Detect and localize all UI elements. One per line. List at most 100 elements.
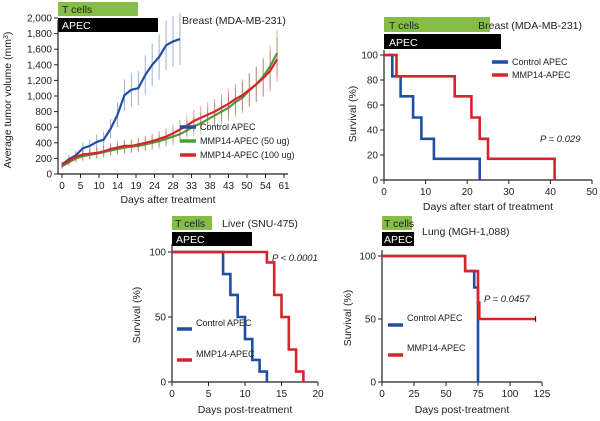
chart-title: Lung (MGH-1,088): [422, 226, 510, 238]
legend-label-control: Control APEC: [196, 318, 252, 328]
p-value: P = 0.0457: [484, 294, 531, 305]
p-value: P < 0.0001: [272, 253, 318, 264]
apec-band: [382, 232, 414, 246]
x-ticks: 0 5 10 14 19 24 28 33 38 43 50 54 61: [59, 174, 290, 192]
panel-tumor-volume: T cells APEC Breast (MDA-MB-231) 0 200 400…: [2, 2, 295, 206]
y-tick-label: 2,000: [27, 14, 52, 25]
series-line-0: [384, 53, 481, 180]
legend-label-mmp14: MMP14-APEC: [196, 349, 255, 359]
x-tick-label: 54: [260, 181, 272, 192]
apec-band: [384, 34, 501, 49]
x-tick-label: 25: [408, 389, 420, 400]
tcells-band: [382, 216, 412, 230]
chart-title: Liver (SNU-475): [222, 218, 298, 230]
legend-label-100ug: MMP14-APEC (100 ug): [200, 150, 295, 160]
x-tick-label: 5: [78, 181, 84, 192]
apec-band-label: APEC: [62, 20, 91, 32]
x-tick-label: 40: [545, 187, 557, 198]
p-value: P = 0.029: [540, 134, 581, 145]
y-ticks: 0 20 40 60 80 100: [361, 51, 384, 187]
x-tick-label: 100: [502, 389, 519, 400]
apec-band-label: APEC: [384, 234, 413, 246]
legend: Control APEC MMP14-APEC: [492, 57, 571, 80]
x-tick-label: 10: [239, 389, 251, 400]
panel-liver-survival: T cells APEC Liver (SNU-475) 0 50 100 0 5 10…: [131, 216, 324, 416]
y-tick-label: 60: [367, 101, 379, 112]
x-tick-label: 28: [167, 181, 179, 192]
series-line-1: [384, 53, 556, 180]
y-tick-label: 1,600: [27, 45, 52, 56]
x-tick-label: 50: [440, 389, 452, 400]
x-tick-label: 0: [379, 389, 385, 400]
y-tick-label: 0: [46, 170, 52, 181]
x-tick-label: 14: [112, 181, 124, 192]
series-line-2: [61, 58, 279, 167]
x-axis-label: Days post-treatment: [198, 404, 293, 416]
x-tick-label: 10: [420, 187, 432, 198]
y-axis-label: Survival (%): [347, 86, 359, 143]
y-tick-label: 20: [367, 151, 379, 162]
series-line-1: [382, 254, 536, 321]
apec-band-label: APEC: [176, 234, 205, 246]
y-tick-label: 40: [367, 126, 379, 137]
series-line-1: [172, 250, 305, 382]
x-tick-label: 33: [186, 181, 198, 192]
y-ticks: 0 50 100: [359, 252, 382, 389]
y-tick-label: 50: [155, 313, 167, 324]
y-tick-label: 200: [35, 154, 52, 165]
tcells-band-label: T cells: [389, 20, 419, 32]
x-tick-label: 20: [312, 389, 324, 400]
apec-band: [58, 18, 158, 32]
y-ticks: 0 200 400 600 800 1,000 1,200 1,400 1,600 1,800 2,…: [27, 14, 58, 181]
x-tick-label: 30: [503, 187, 515, 198]
legend-label-control-line1: Control APEC: [196, 318, 252, 328]
x-axis-label: Days after start of treatment: [423, 201, 553, 213]
series-group: [172, 250, 305, 382]
x-tick-label: 5: [206, 389, 212, 400]
x-axis-label: Days post-treatment: [415, 404, 510, 416]
x-tick-label: 38: [204, 181, 216, 192]
series-line-0: [61, 38, 181, 166]
x-tick-label: 50: [586, 187, 598, 198]
series-group: [61, 13, 279, 170]
y-tick-label: 600: [35, 123, 52, 134]
x-tick-label: 125: [534, 389, 551, 400]
legend-label-control: Control APEC: [407, 313, 463, 323]
y-axis-label: Survival (%): [131, 287, 143, 344]
legend-label-50ug: MMP14-APEC (50 ug): [200, 136, 290, 146]
y-tick-label: 100: [361, 51, 378, 62]
x-ticks: 0 25 50 75 100 125: [379, 382, 551, 400]
x-tick-label: 75: [472, 389, 484, 400]
legend: Control APEC MMP14-APEC (50 ug) MMP14-AP…: [180, 122, 295, 160]
legend-label-mmp14: MMP14-APEC: [407, 343, 466, 353]
y-axis-label: Average tumor volume (mm3): [2, 32, 14, 169]
y-tick-label: 400: [35, 138, 52, 149]
tcells-band-label: T cells: [175, 218, 205, 230]
x-tick-label: 10: [93, 181, 105, 192]
legend-label-mmp14: MMP14-APEC: [512, 70, 571, 80]
legend-label-mmp14-line1: MMP14-APEC: [196, 349, 255, 359]
tcells-band: [384, 17, 490, 32]
x-tick-label: 24: [149, 181, 161, 192]
y-tick-label: 1,800: [27, 29, 52, 40]
y-tick-label: 800: [35, 107, 52, 118]
x-tick-label: 19: [130, 181, 142, 192]
x-tick-label: 0: [59, 181, 65, 192]
x-tick-label: 20: [462, 187, 474, 198]
x-axis-label: Days after treatment: [120, 194, 215, 206]
x-tick-label: 50: [241, 181, 253, 192]
y-tick-label: 100: [149, 248, 166, 259]
x-ticks: 0 10 20 30 40 50: [381, 180, 598, 198]
x-ticks: 0 5 10 15 20: [169, 382, 324, 400]
y-tick-label: 80: [367, 76, 379, 87]
y-tick-label: 0: [372, 176, 378, 187]
y-tick-label: 1,400: [27, 60, 52, 71]
legend-label-control: Control APEC: [200, 122, 256, 132]
tcells-band-label: T cells: [384, 218, 414, 230]
series-group: [384, 53, 556, 180]
x-tick-label: 0: [381, 187, 387, 198]
y-tick-label: 1,000: [27, 92, 52, 103]
x-tick-label: 61: [278, 181, 290, 192]
chart-title: Breast (MDA-MB-231): [182, 15, 286, 27]
legend: Control APEC MMP14-APEC: [388, 313, 466, 357]
